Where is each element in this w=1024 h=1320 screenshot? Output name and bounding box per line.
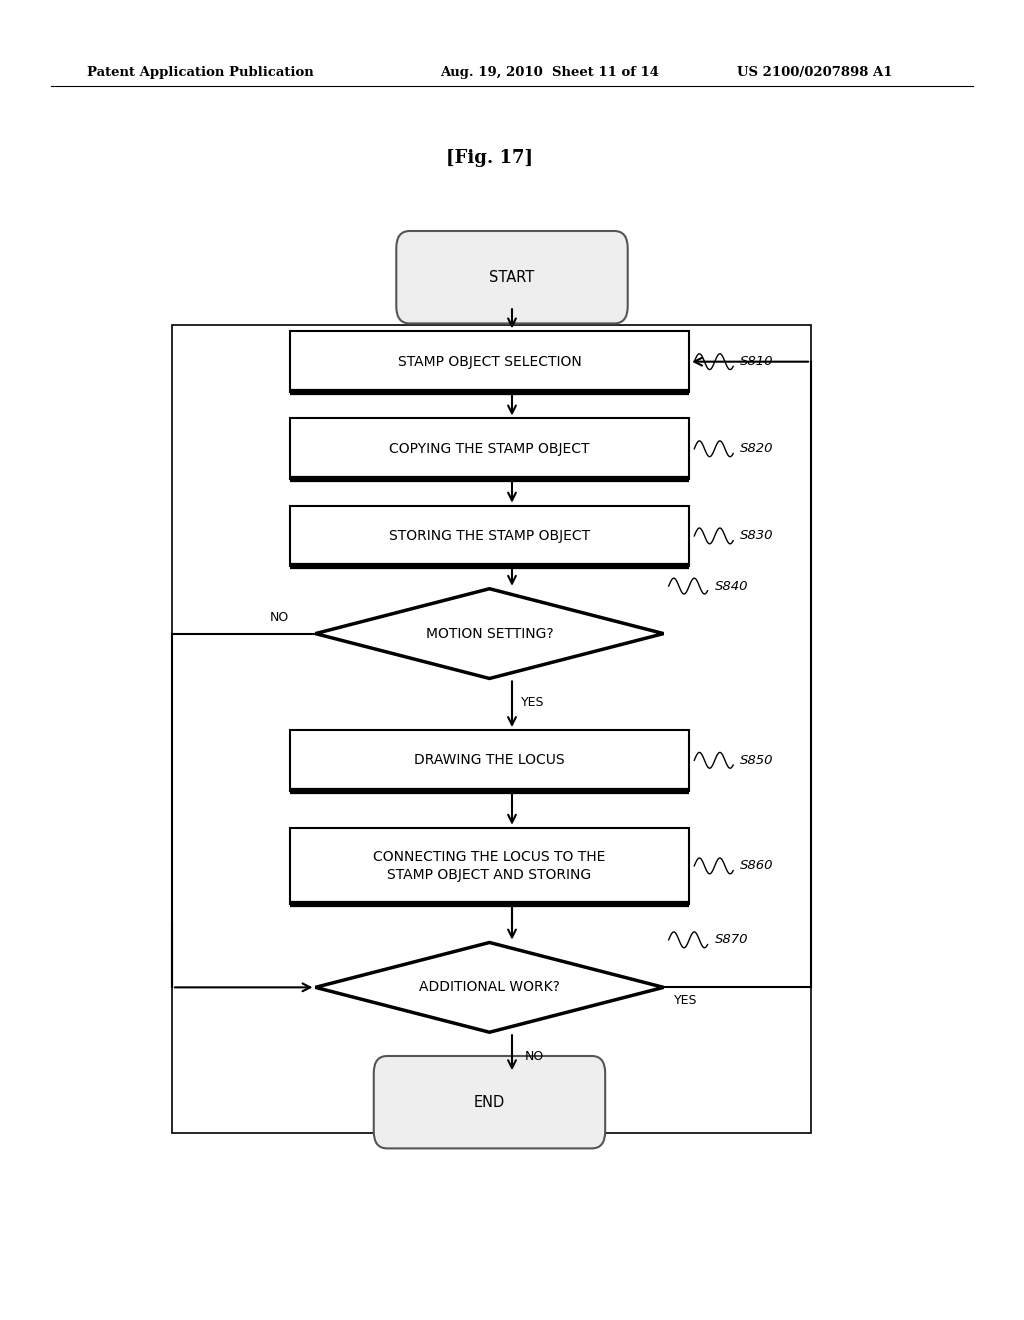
Text: YES: YES <box>674 994 697 1007</box>
Text: NO: NO <box>525 1049 544 1063</box>
Text: S860: S860 <box>740 859 774 873</box>
Bar <box>290 506 689 566</box>
Bar <box>290 828 689 904</box>
Polygon shape <box>315 589 664 678</box>
Bar <box>290 418 689 479</box>
Text: S840: S840 <box>715 579 749 593</box>
Text: ADDITIONAL WORK?: ADDITIONAL WORK? <box>419 981 560 994</box>
Text: START: START <box>489 269 535 285</box>
Text: END: END <box>474 1094 505 1110</box>
Bar <box>290 331 689 392</box>
Bar <box>172 325 811 1133</box>
Text: S820: S820 <box>740 442 774 455</box>
Polygon shape <box>315 942 664 1032</box>
Text: Patent Application Publication: Patent Application Publication <box>87 66 313 79</box>
FancyBboxPatch shape <box>374 1056 605 1148</box>
Text: MOTION SETTING?: MOTION SETTING? <box>426 627 553 640</box>
Text: S830: S830 <box>740 529 774 543</box>
Text: CONNECTING THE LOCUS TO THE
STAMP OBJECT AND STORING: CONNECTING THE LOCUS TO THE STAMP OBJECT… <box>374 850 605 882</box>
Text: S810: S810 <box>740 355 774 368</box>
Text: US 2100/0207898 A1: US 2100/0207898 A1 <box>737 66 893 79</box>
Bar <box>290 730 689 791</box>
Text: S870: S870 <box>715 933 749 946</box>
Text: STORING THE STAMP OBJECT: STORING THE STAMP OBJECT <box>389 529 590 543</box>
FancyBboxPatch shape <box>396 231 628 323</box>
Text: S850: S850 <box>740 754 774 767</box>
Text: DRAWING THE LOCUS: DRAWING THE LOCUS <box>414 754 565 767</box>
Text: YES: YES <box>521 696 544 709</box>
Text: STAMP OBJECT SELECTION: STAMP OBJECT SELECTION <box>397 355 582 368</box>
Text: NO: NO <box>270 611 289 624</box>
Text: COPYING THE STAMP OBJECT: COPYING THE STAMP OBJECT <box>389 442 590 455</box>
Text: [Fig. 17]: [Fig. 17] <box>446 149 532 168</box>
Text: Aug. 19, 2010  Sheet 11 of 14: Aug. 19, 2010 Sheet 11 of 14 <box>440 66 659 79</box>
